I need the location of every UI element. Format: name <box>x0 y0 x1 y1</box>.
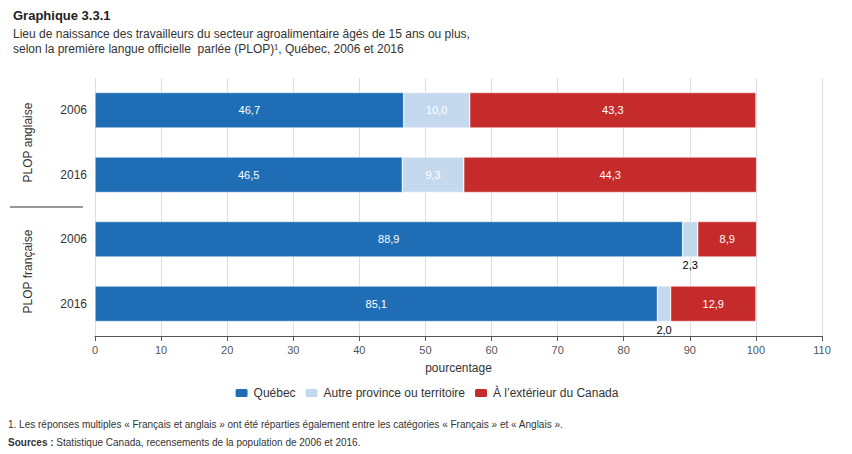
svg-text:60: 60 <box>485 344 497 356</box>
svg-text:46,7: 46,7 <box>239 104 260 116</box>
svg-text:10: 10 <box>155 344 167 356</box>
svg-text:Autre province ou territoire: Autre province ou territoire <box>324 386 466 400</box>
svg-text:2,3: 2,3 <box>683 259 698 271</box>
svg-text:88,9: 88,9 <box>378 233 399 245</box>
svg-text:PLOP française: PLOP française <box>21 229 35 313</box>
svg-text:selon la première langue offic: selon la première langue officielle parl… <box>13 42 404 56</box>
svg-text:8,9: 8,9 <box>720 233 735 245</box>
svg-text:44,3: 44,3 <box>599 169 620 181</box>
svg-text:Québec: Québec <box>254 386 296 400</box>
svg-text:0: 0 <box>92 344 98 356</box>
svg-text:pourcentage: pourcentage <box>425 361 492 375</box>
svg-text:20: 20 <box>221 344 233 356</box>
svg-text:Graphique 3.3.1: Graphique 3.3.1 <box>13 8 111 23</box>
svg-text:46,5: 46,5 <box>238 169 259 181</box>
svg-text:2,0: 2,0 <box>656 324 671 336</box>
svg-text:2006: 2006 <box>60 103 87 117</box>
svg-text:30: 30 <box>287 344 299 356</box>
svg-text:Statistique Canada, recensemen: Statistique Canada, recensements de la p… <box>54 437 361 448</box>
svg-text:12,9: 12,9 <box>703 298 724 310</box>
svg-text:40: 40 <box>353 344 365 356</box>
svg-text:110: 110 <box>813 344 831 356</box>
svg-text:90: 90 <box>684 344 696 356</box>
svg-text:Lieu de naissance des travaill: Lieu de naissance des travailleurs du se… <box>13 27 470 41</box>
svg-text:80: 80 <box>618 344 630 356</box>
svg-text:2006: 2006 <box>60 232 87 246</box>
svg-text:43,3: 43,3 <box>602 104 623 116</box>
svg-text:À l’extérieur du Canada: À l’extérieur du Canada <box>493 385 619 400</box>
svg-text:Sources :: Sources : <box>8 437 54 448</box>
svg-text:2016: 2016 <box>60 297 87 311</box>
svg-text:50: 50 <box>419 344 431 356</box>
svg-text:70: 70 <box>552 344 564 356</box>
svg-text:2016: 2016 <box>60 168 87 182</box>
svg-text:9,3: 9,3 <box>425 169 440 181</box>
svg-text:PLOP anglaise: PLOP anglaise <box>21 102 35 182</box>
svg-text:100: 100 <box>747 344 765 356</box>
svg-text:10,0: 10,0 <box>426 104 447 116</box>
svg-text:1. Les réponses multiples « Fr: 1. Les réponses multiples « Français et … <box>8 419 563 430</box>
svg-text:85,1: 85,1 <box>366 298 387 310</box>
